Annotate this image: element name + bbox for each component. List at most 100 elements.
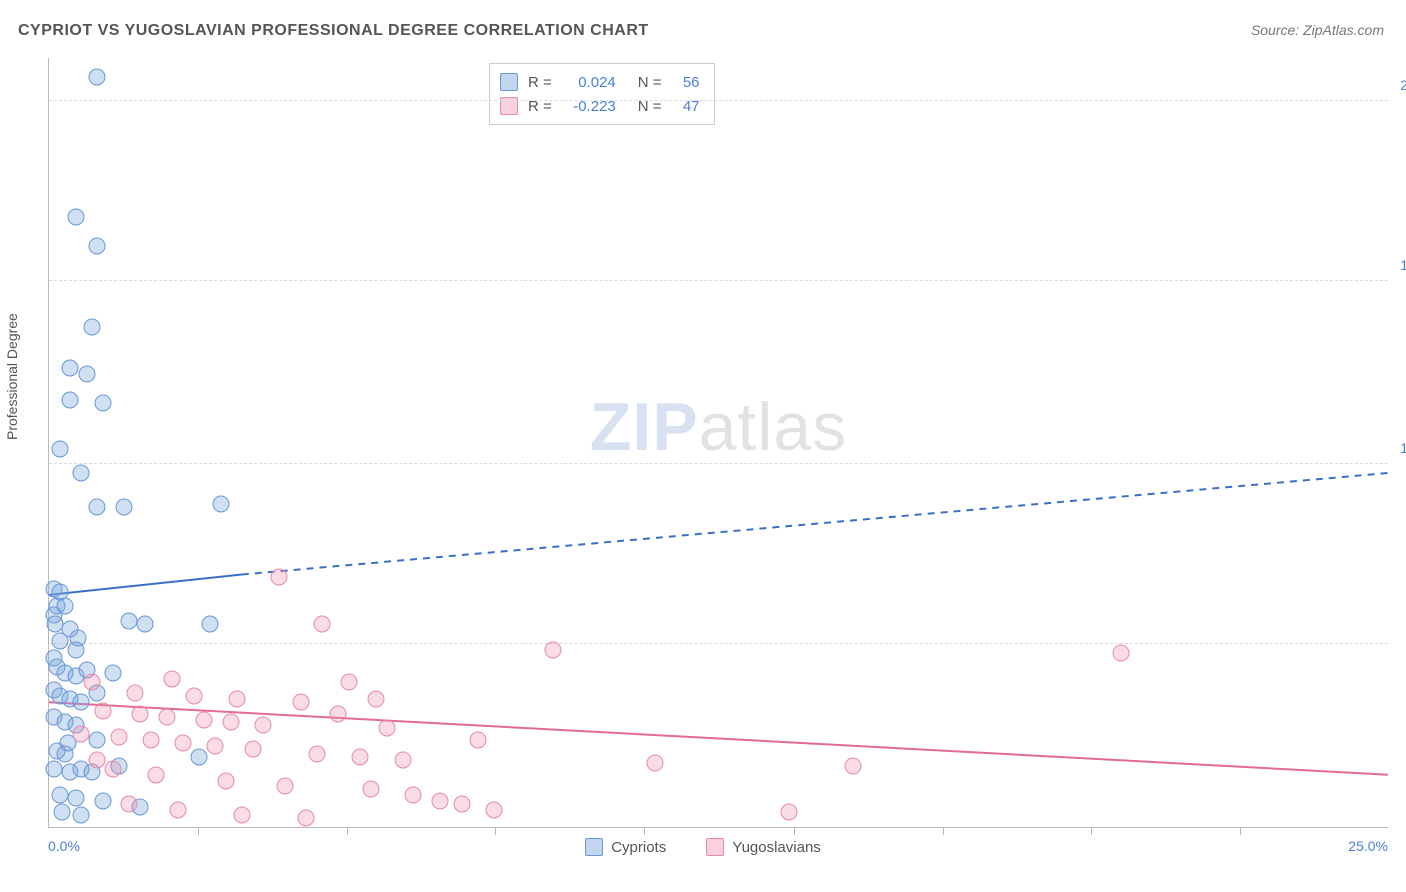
data-point xyxy=(405,787,422,804)
data-point xyxy=(62,391,79,408)
data-point xyxy=(330,705,347,722)
data-point xyxy=(83,673,100,690)
data-point xyxy=(89,752,106,769)
data-point xyxy=(70,630,87,647)
data-point xyxy=(175,734,192,751)
data-point xyxy=(276,778,293,795)
data-point xyxy=(73,726,90,743)
data-point xyxy=(228,691,245,708)
data-point xyxy=(105,665,122,682)
data-point xyxy=(94,702,111,719)
legend-item-2: Yugoslavians xyxy=(706,838,820,856)
stat-n-label: N = xyxy=(638,74,662,91)
data-point xyxy=(126,685,143,702)
data-point xyxy=(148,766,165,783)
data-point xyxy=(367,691,384,708)
stat-r-value-1: 0.024 xyxy=(562,74,616,91)
data-point xyxy=(314,615,331,632)
data-point xyxy=(89,731,106,748)
x-tick xyxy=(347,827,348,835)
y-tick-label: 6.3% xyxy=(1392,620,1406,636)
data-point xyxy=(89,499,106,516)
data-point xyxy=(196,711,213,728)
stats-box: R = 0.024 N = 56 R = -0.223 N = 47 xyxy=(489,63,715,125)
gridline xyxy=(49,100,1388,101)
y-axis-label: Professional Degree xyxy=(4,313,20,440)
data-point xyxy=(132,705,149,722)
data-point xyxy=(51,787,68,804)
data-point xyxy=(137,615,154,632)
data-point xyxy=(255,717,272,734)
data-point xyxy=(94,394,111,411)
scatter-plot-area: ZIPatlas R = 0.024 N = 56 R = -0.223 N =… xyxy=(48,58,1388,828)
data-point xyxy=(169,801,186,818)
data-point xyxy=(51,633,68,650)
data-point xyxy=(110,728,127,745)
data-point xyxy=(469,731,486,748)
chart-title: CYPRIOT VS YUGOSLAVIAN PROFESSIONAL DEGR… xyxy=(18,22,649,40)
data-point xyxy=(78,365,95,382)
data-point xyxy=(271,569,288,586)
stats-row-2: R = -0.223 N = 47 xyxy=(500,94,700,118)
data-point xyxy=(191,749,208,766)
x-tick xyxy=(794,827,795,835)
data-point xyxy=(378,720,395,737)
source-attribution: Source: ZipAtlas.com xyxy=(1251,22,1384,38)
data-point xyxy=(185,688,202,705)
x-tick xyxy=(198,827,199,835)
data-point xyxy=(46,760,63,777)
data-point xyxy=(394,752,411,769)
y-tick-label: 25.0% xyxy=(1392,77,1406,93)
data-point xyxy=(73,464,90,481)
legend-item-1: Cypriots xyxy=(585,838,666,856)
watermark-rest: atlas xyxy=(699,389,848,465)
data-point xyxy=(646,755,663,772)
data-point xyxy=(544,641,561,658)
data-point xyxy=(89,237,106,254)
stat-n-value-1: 56 xyxy=(672,74,700,91)
data-point xyxy=(298,810,315,827)
data-point xyxy=(780,804,797,821)
data-point xyxy=(73,694,90,711)
x-tick xyxy=(644,827,645,835)
x-tick xyxy=(1240,827,1241,835)
data-point xyxy=(244,740,261,757)
data-point xyxy=(207,737,224,754)
x-tick xyxy=(495,827,496,835)
swatch-icon xyxy=(706,838,724,856)
data-point xyxy=(89,69,106,86)
data-point xyxy=(116,499,133,516)
data-point xyxy=(217,772,234,789)
swatch-icon xyxy=(500,73,518,91)
data-point xyxy=(845,757,862,774)
gridline xyxy=(49,643,1388,644)
watermark-bold: ZIP xyxy=(590,389,699,465)
data-point xyxy=(351,749,368,766)
data-point xyxy=(453,795,470,812)
data-point xyxy=(233,807,250,824)
data-point xyxy=(51,441,68,458)
legend-label-2: Yugoslavians xyxy=(732,839,820,856)
source-name: ZipAtlas.com xyxy=(1303,22,1384,38)
data-point xyxy=(309,746,326,763)
data-point xyxy=(142,731,159,748)
data-point xyxy=(362,781,379,798)
y-tick-label: 18.8% xyxy=(1392,257,1406,273)
swatch-icon xyxy=(585,838,603,856)
watermark: ZIPatlas xyxy=(590,388,847,466)
data-point xyxy=(158,708,175,725)
data-point xyxy=(201,615,218,632)
source-label: Source: xyxy=(1251,22,1299,38)
stats-row-1: R = 0.024 N = 56 xyxy=(500,70,700,94)
data-point xyxy=(105,760,122,777)
x-tick xyxy=(1091,827,1092,835)
gridline xyxy=(49,280,1388,281)
data-point xyxy=(212,496,229,513)
data-point xyxy=(292,694,309,711)
data-point xyxy=(54,804,71,821)
legend: Cypriots Yugoslavians xyxy=(0,838,1406,860)
data-point xyxy=(121,795,138,812)
data-point xyxy=(341,673,358,690)
data-point xyxy=(94,792,111,809)
data-point xyxy=(62,359,79,376)
